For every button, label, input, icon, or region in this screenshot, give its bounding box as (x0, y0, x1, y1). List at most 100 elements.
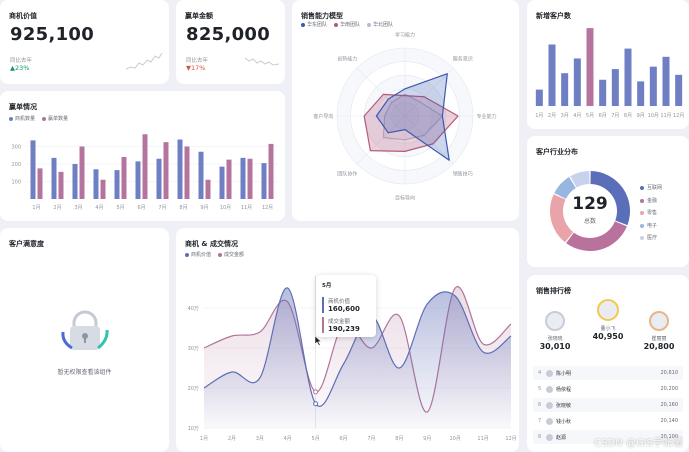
ranking-row[interactable]: 8 赵源 20,100 (533, 430, 683, 444)
radar-spoke-7 (356, 67, 406, 117)
trend-legend-item-1[interactable]: 成交金额 (218, 251, 244, 258)
trend-xtick-2: 3月 (256, 436, 264, 442)
satisfaction-card: 客户满意度 暂无权限查看该组件 (0, 228, 169, 452)
deal-kpi-value: 825,000 (186, 24, 271, 45)
ranking-row[interactable]: 6 张晓敏 20,160 (533, 398, 683, 412)
industry-legend-item-1[interactable]: 金融 (640, 195, 662, 208)
radar-spoke-3 (404, 115, 454, 165)
win-bar-0-6 (156, 158, 162, 199)
radar-legend-item-0[interactable]: 华东团队 (301, 21, 327, 28)
opportunity-kpi-card: 商机价值 925,100 同比去年 ▲23% (0, 0, 169, 84)
opportunity-sparkline (125, 52, 163, 70)
industry-total-label: 总数 (583, 218, 596, 225)
ranking-row-rank: 4 (538, 370, 542, 376)
ranking-row-value: 20,610 (660, 370, 679, 376)
newcust-card: 新增客户数 1月 2月 3月 4月 5月 6月 7月 8月 9月 10月 11月 12月 (527, 0, 689, 129)
radar-indicator-3: 销售技巧 (453, 171, 473, 178)
industry-slice-3 (554, 176, 576, 199)
win-xtick-0: 1月 (32, 205, 40, 211)
win-xtick-10: 11月 (241, 205, 252, 211)
industry-legend-item-3[interactable]: 电子 (640, 220, 662, 233)
radar-legend-item-2[interactable]: 华北团队 (367, 21, 393, 28)
trend-xtick-6: 7月 (367, 436, 375, 442)
radar-indicator-4: 目标导向 (395, 195, 415, 202)
win-bar-0-5 (135, 161, 141, 199)
win-xtick-4: 5月 (116, 205, 124, 211)
newcust-xtick-3: 4月 (573, 113, 581, 119)
opportunity-kpi-title: 商机价值 (9, 12, 37, 20)
win-bar-0-8 (198, 151, 204, 199)
industry-legend-label-4: 医疗 (647, 235, 658, 241)
ranking-row-avatar (546, 369, 553, 377)
ranking-row[interactable]: 5 杨依程 20,200 (533, 382, 683, 396)
deal-sparkline (244, 57, 280, 66)
industry-legend-label-0: 互联网 (647, 185, 663, 191)
ranking-row-name: 杨依程 (556, 386, 572, 393)
radar-legend-label-1: 华南团队 (340, 22, 361, 28)
watermark: CSDN @GIS手帐薯 (594, 438, 683, 449)
newcust-title: 新增客户数 (536, 12, 571, 20)
trend-area-chart: 10万 20万 30万 40万 1月 2月 3月 4月 5月 6月 7月 8月 9月 10月 11月 12月 (188, 276, 517, 442)
win-bar-chart: 100 200 300 1月 2月 3月 4月 5月 6月 7月 8月 9月 10月 11月 12月 (11, 134, 278, 211)
industry-legend-dot-3 (640, 223, 644, 228)
trend-xtick-4: 5月 (312, 436, 320, 442)
industry-legend-item-4[interactable]: 医疗 (640, 232, 662, 245)
radar-legend-dot-1 (334, 22, 339, 27)
ranking-row-value: 20,200 (660, 386, 679, 392)
trend-legend-item-0[interactable]: 商机价值 (185, 251, 211, 258)
ranking-row-rank: 8 (538, 434, 542, 440)
radar-legend: 华东团队 华南团队 华北团队 (301, 21, 393, 28)
newcust-bar-8 (637, 81, 645, 106)
radar-legend-dot-2 (367, 22, 372, 27)
radar-legend-item-1[interactable]: 华南团队 (334, 21, 360, 28)
win-legend-item-1[interactable]: 赢单数量 (42, 115, 68, 122)
trend-card: 商机 & 成交情况 商机价值 成交金额 10万 20万 30万 40万 1月 2月 3月 4月… (176, 228, 519, 452)
industry-card: 客户行业分布 129 总数 互联网 金融 零售 电子 医疗 (527, 136, 689, 267)
trend-point-1 (313, 389, 319, 395)
win-legend-item-0[interactable]: 商机数量 (9, 115, 35, 122)
trend-legend-label-0: 商机价值 (191, 252, 212, 258)
win-legend-label-0: 商机数量 (15, 116, 36, 122)
win-bar-1-5 (142, 134, 148, 199)
industry-legend-dot-2 (640, 211, 644, 216)
industry-title: 客户行业分布 (536, 148, 578, 156)
newcust-bar-10 (662, 56, 670, 106)
ranking-row-value: 20,160 (660, 402, 679, 408)
trend-line-0 (203, 287, 512, 407)
win-title: 赢单情况 (9, 103, 37, 111)
trend-xtick-3: 4月 (284, 436, 292, 442)
radar-series-1 (363, 93, 459, 152)
newcust-xtick-2: 3月 (561, 113, 569, 119)
ranking-row-name: 张晓敏 (556, 402, 572, 409)
radar-series-2 (382, 93, 443, 141)
industry-slice-2 (550, 194, 574, 243)
industry-legend-dot-4 (640, 236, 644, 241)
radar-legend-label-0: 华东团队 (307, 22, 328, 28)
trend-ytick-1: 20万 (188, 386, 199, 392)
ranking-top-avatar-2[interactable] (649, 311, 669, 331)
win-bar-0-4 (114, 170, 120, 199)
deal-kpi-card: 赢单金额 825,000 同比去年 ▼17% (176, 0, 285, 84)
trend-xtick-9: 10月 (449, 436, 460, 442)
ranking-top-avatar-1[interactable] (597, 299, 619, 321)
win-bar-0-1 (51, 157, 57, 199)
tooltip-row-2: 成交金额 190,239 (322, 317, 370, 333)
newcust-xtick-10: 11月 (660, 113, 671, 119)
win-bar-1-11 (268, 143, 274, 199)
trend-ytick-0: 10万 (188, 426, 199, 432)
ranking-row[interactable]: 7 钱小秋 20,140 (533, 414, 683, 428)
radar-legend-label-2: 华北团队 (373, 22, 394, 28)
win-bar-0-10 (240, 157, 246, 199)
ranking-row-avatar (546, 433, 553, 441)
industry-legend-item-2[interactable]: 零售 (640, 207, 662, 220)
ranking-row[interactable]: 4 陈小明 20,610 (533, 366, 683, 380)
industry-legend-item-0[interactable]: 互联网 (640, 182, 662, 195)
trend-xtick-1: 2月 (228, 436, 236, 442)
ranking-title: 销售排行榜 (536, 287, 571, 295)
ranking-top-avatar-0[interactable] (545, 311, 565, 331)
ranking-row-rank: 7 (538, 418, 542, 424)
win-ytick-2: 300 (11, 145, 21, 151)
newcust-bar-6 (611, 69, 619, 106)
win-bar-1-9 (226, 159, 232, 199)
